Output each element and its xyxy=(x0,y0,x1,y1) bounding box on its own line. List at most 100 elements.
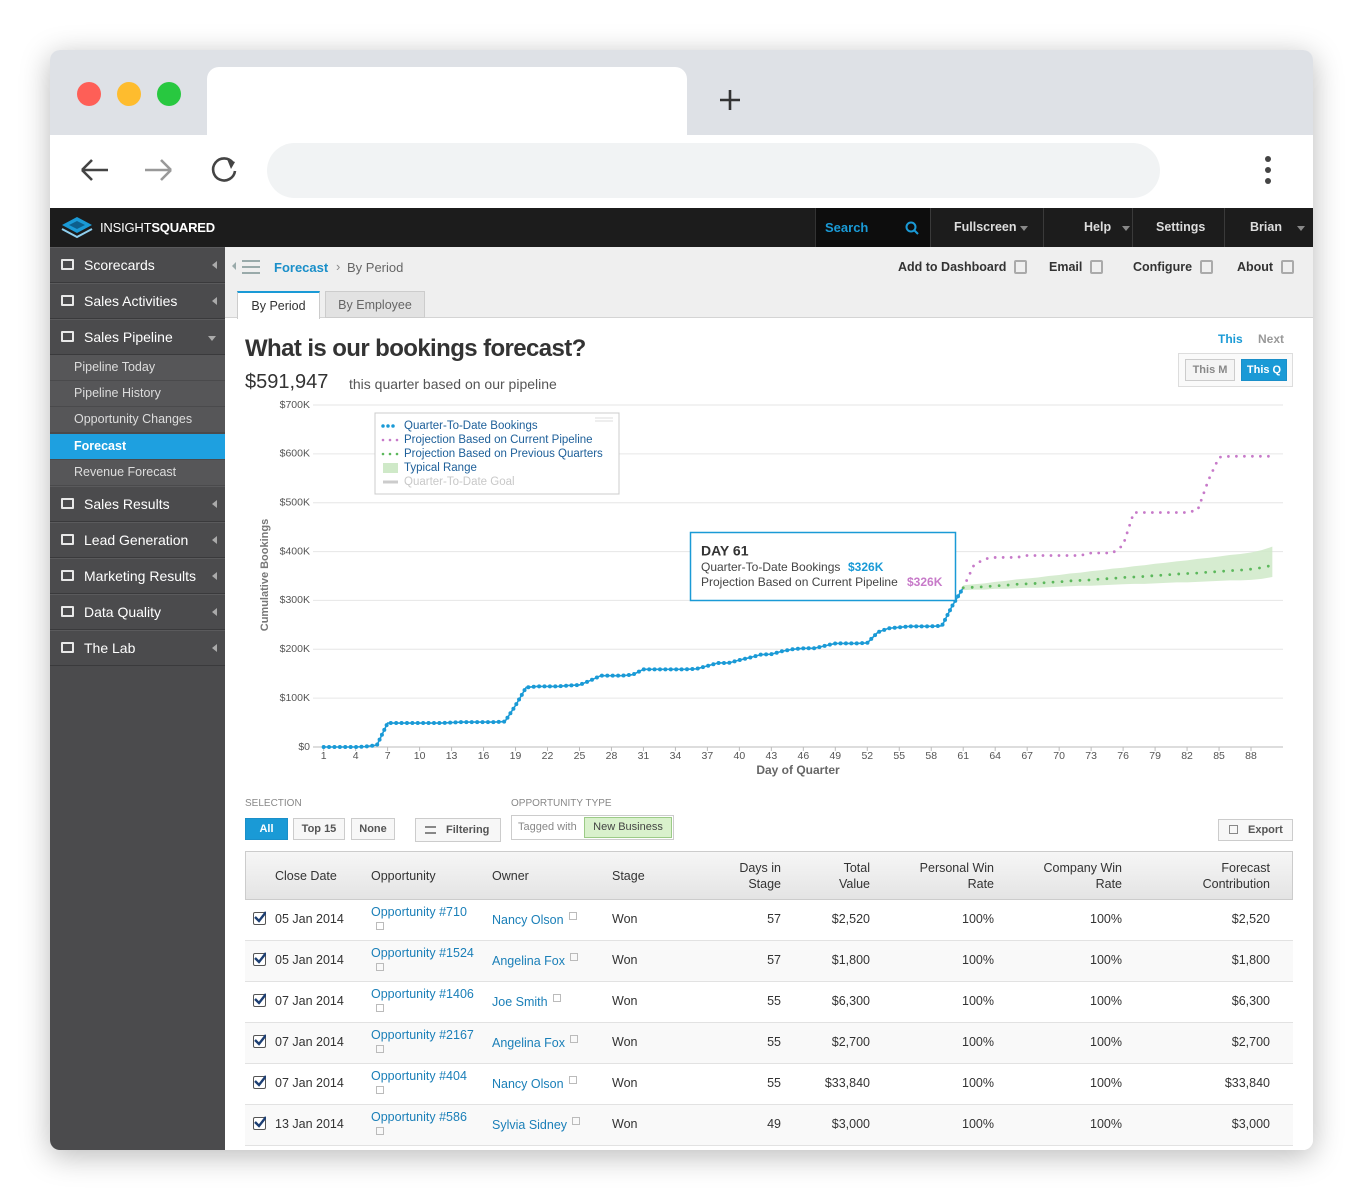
row-cell: 55 xyxy=(767,994,781,1008)
sidebar-caret xyxy=(208,500,217,508)
menu-item[interactable]: Settings xyxy=(1156,220,1206,234)
search-icon[interactable] xyxy=(905,221,919,235)
back-button[interactable] xyxy=(81,159,108,181)
sidebar-subitem[interactable]: Forecast xyxy=(50,433,225,460)
column-header[interactable]: Owner xyxy=(492,869,529,883)
sidebar-item[interactable]: Data Quality xyxy=(50,594,225,630)
export-button[interactable]: Export xyxy=(1218,819,1293,841)
row-checkbox[interactable] xyxy=(253,1034,266,1048)
external-link-icon[interactable] xyxy=(572,1117,580,1125)
row-link[interactable]: Opportunity #404 xyxy=(371,1069,467,1083)
close-light[interactable] xyxy=(77,82,101,106)
browser-tab[interactable] xyxy=(207,67,687,137)
sidebar-subitem[interactable]: Opportunity Changes xyxy=(50,407,225,434)
sidebar-item[interactable]: Sales Activities xyxy=(50,283,225,319)
external-link-icon[interactable] xyxy=(376,963,384,971)
minimize-light[interactable] xyxy=(117,82,141,106)
row-link[interactable]: Joe Smith xyxy=(492,995,548,1009)
period-range[interactable]: This xyxy=(1218,332,1243,346)
row-link[interactable]: Opportunity #710 xyxy=(371,905,467,919)
breadcrumb-section[interactable]: Forecast xyxy=(274,260,329,275)
x-tick-label: 58 xyxy=(925,750,937,762)
external-link-icon[interactable] xyxy=(570,953,578,961)
sidebar-subitem[interactable]: Pipeline History xyxy=(50,381,225,408)
period-button[interactable]: This M xyxy=(1185,359,1235,381)
row-link[interactable]: Nancy Olson xyxy=(492,913,564,927)
column-header[interactable]: Company Win Rate xyxy=(1043,861,1123,891)
row-cell: Won xyxy=(612,1035,638,1049)
row-checkbox[interactable] xyxy=(253,1116,266,1130)
row-link[interactable]: Opportunity #1406 xyxy=(371,987,474,1001)
row-link[interactable]: Opportunity #586 xyxy=(371,1110,467,1124)
period-button[interactable]: This Q xyxy=(1241,359,1287,381)
sidebar-item[interactable]: The Lab xyxy=(50,630,225,666)
external-link-icon[interactable] xyxy=(376,1127,384,1135)
forward-button[interactable] xyxy=(145,159,172,181)
external-link-icon[interactable] xyxy=(569,1076,577,1084)
sidebar-item[interactable]: Scorecards xyxy=(50,247,225,283)
sidebar-item[interactable]: Lead Generation xyxy=(50,522,225,558)
menu-item[interactable]: Fullscreen xyxy=(954,220,1017,234)
external-link-icon[interactable] xyxy=(570,1035,578,1043)
external-link-icon[interactable] xyxy=(553,994,561,1002)
sidebar-subitem[interactable]: Revenue Forecast xyxy=(50,459,225,486)
toolbar-action[interactable]: About xyxy=(1237,260,1274,274)
external-link-icon[interactable] xyxy=(376,1004,384,1012)
view-tab[interactable]: By Employee xyxy=(325,291,425,318)
search-label[interactable]: Search xyxy=(825,220,869,235)
external-link-icon[interactable] xyxy=(376,1045,384,1053)
y-tick-label: $100K xyxy=(280,692,310,704)
row-cell: $1,800 xyxy=(1231,953,1270,967)
column-header[interactable]: Forecast Contribution xyxy=(1202,861,1270,891)
toolbar-action[interactable]: Email xyxy=(1049,260,1083,274)
reload-button[interactable] xyxy=(211,157,237,182)
sidebar-subitem[interactable]: Pipeline Today xyxy=(50,355,225,381)
row-link[interactable]: Opportunity #1524 xyxy=(371,946,474,960)
toolbar-action[interactable]: Add to Dashboard xyxy=(898,260,1007,274)
row-checkbox[interactable] xyxy=(253,993,266,1007)
row-link[interactable]: Nancy Olson xyxy=(492,1077,564,1091)
zoom-light[interactable] xyxy=(157,82,181,106)
selection-button[interactable]: All xyxy=(245,818,288,840)
column-header[interactable]: Stage xyxy=(612,869,645,883)
selection-label: SELECTION xyxy=(245,798,302,809)
column-header[interactable]: Close Date xyxy=(275,869,337,883)
legend-box xyxy=(374,412,620,495)
column-header[interactable]: Opportunity xyxy=(371,869,436,883)
row-checkbox[interactable] xyxy=(253,911,266,925)
row-link[interactable]: Angelina Fox xyxy=(492,954,565,968)
sidebar-item[interactable]: Sales Results xyxy=(50,486,225,522)
column-header[interactable]: Personal Win Rate xyxy=(919,861,994,891)
search-box[interactable] xyxy=(815,208,930,247)
row-link[interactable]: Sylvia Sidney xyxy=(492,1118,568,1132)
check-mark xyxy=(254,911,266,923)
menu-button[interactable] xyxy=(1262,155,1274,187)
column-header[interactable]: Days in Stage xyxy=(739,861,781,891)
row-checkbox[interactable] xyxy=(253,952,266,966)
sidebar-toggle[interactable] xyxy=(232,259,262,275)
sidebar-item[interactable]: Sales Pipeline xyxy=(50,319,225,355)
menu-item[interactable]: Help xyxy=(1084,220,1112,234)
series-dots xyxy=(321,585,966,749)
row-cell: 100% xyxy=(1090,994,1122,1008)
row-cell: $2,700 xyxy=(831,1035,870,1049)
external-link-icon[interactable] xyxy=(376,922,384,930)
row-link[interactable]: Angelina Fox xyxy=(492,1036,565,1050)
menu-item[interactable]: Brian xyxy=(1250,220,1282,234)
address-bar[interactable] xyxy=(267,143,1160,198)
filtering-button[interactable]: Filtering xyxy=(415,818,501,842)
new-tab-button[interactable] xyxy=(718,88,742,112)
external-link-icon[interactable] xyxy=(569,912,577,920)
toolbar-action[interactable]: Configure xyxy=(1133,260,1193,274)
sidebar-item[interactable]: Marketing Results xyxy=(50,558,225,594)
period-range[interactable]: Next xyxy=(1258,332,1285,346)
type-filter[interactable]: Tagged with New Business xyxy=(511,815,674,840)
row-link[interactable]: Opportunity #2167 xyxy=(371,1028,474,1042)
row-checkbox[interactable] xyxy=(253,1075,266,1089)
selection-button[interactable]: Top 15 xyxy=(293,818,345,840)
y-tick-label: $0 xyxy=(298,741,310,753)
column-header[interactable]: Total Value xyxy=(838,861,870,891)
view-tab[interactable]: By Period xyxy=(237,291,320,319)
external-link-icon[interactable] xyxy=(376,1086,384,1094)
selection-button[interactable]: None xyxy=(351,818,395,840)
